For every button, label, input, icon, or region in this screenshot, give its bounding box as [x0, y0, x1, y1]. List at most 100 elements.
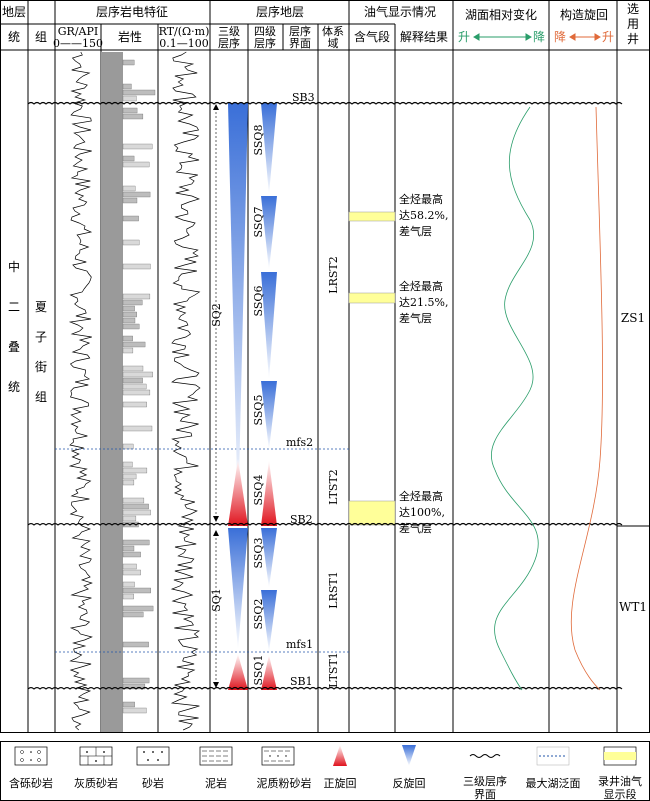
interpretation-3: 全烃最高 达100%, 差气层: [399, 489, 445, 535]
lithology-bed: [122, 707, 147, 714]
header-tect-fall: 降: [554, 30, 566, 44]
lithology-bed: [122, 293, 151, 300]
svg-text:最大湖泛面: 最大湖泛面: [526, 776, 581, 790]
header-well-3: 井: [627, 32, 639, 46]
header-log-char: 层序岩电特征: [96, 4, 168, 19]
sq2-lower-red-triangle: [228, 459, 248, 526]
header-rt-label: RT/(Ω·m): [159, 25, 210, 38]
lithology-bed: [122, 497, 145, 504]
series-label: 中 二 叠 统: [8, 259, 20, 394]
header-gr-range: 0——150: [53, 37, 103, 50]
svg-text:子: 子: [35, 330, 47, 344]
lithology-bed: [122, 425, 153, 432]
lithology-bed: [122, 143, 153, 150]
lithology-bed: [122, 377, 143, 384]
svg-text:含砾砂岩: 含砾砂岩: [9, 776, 53, 790]
rt-log-curve: [170, 51, 201, 731]
ssq4-label: SSQ4: [252, 475, 265, 506]
sb2-label: SB2: [290, 513, 313, 526]
lithology-bed: [122, 335, 133, 342]
header-lithology: 岩性: [118, 29, 142, 44]
lithology-bed: [122, 479, 135, 486]
sq1-blue-triangle: [228, 528, 248, 650]
lithology-bed: [122, 155, 135, 162]
svg-text:三级层序: 三级层序: [463, 774, 507, 788]
lake-level-curve: [490, 106, 539, 691]
svg-text:夏: 夏: [35, 300, 47, 314]
lithology-bed: [122, 587, 151, 594]
sq2-upper-blue-triangle: [228, 103, 248, 520]
svg-text:街: 街: [35, 360, 47, 374]
mfs1-label: mfs1: [286, 638, 313, 651]
lithology-bed: [122, 113, 144, 120]
header-well-1: 选: [627, 2, 639, 16]
svg-text:全烃最高: 全烃最高: [399, 192, 443, 206]
lithology-bed: [122, 389, 151, 396]
lithology-bed: [122, 569, 141, 576]
lithology-bed: [122, 95, 137, 102]
svg-text:中: 中: [8, 259, 20, 274]
lrst1-label: LRST1: [327, 571, 340, 608]
lithology-bed: [122, 515, 137, 522]
ltst1-label: LTST1: [327, 652, 340, 688]
tectonic-curve: [570, 106, 603, 691]
header-systems-tract-1: 体系: [322, 24, 344, 38]
svg-text:泥岩: 泥岩: [205, 776, 227, 790]
lithology-bed: [122, 311, 137, 318]
lithology-bed: [122, 401, 147, 408]
svg-text:组: 组: [35, 390, 47, 404]
ssq2-label: SSQ2: [252, 599, 265, 630]
header-third-order-1: 三级: [218, 25, 240, 38]
tectonic-arrow: [569, 33, 601, 41]
lithology-bed: [122, 605, 154, 612]
svg-text:泥质粉砂岩: 泥质粉砂岩: [257, 776, 312, 790]
lithology-bed: [122, 59, 135, 66]
fourth-order-triangles: [261, 103, 277, 690]
header-seq-boundary-2: 界面: [289, 37, 311, 50]
lithology-bed: [122, 89, 156, 96]
sq-arrowheads: [213, 104, 219, 688]
svg-text:达21.5%,: 达21.5%,: [399, 296, 448, 309]
lithology-bed: [122, 443, 134, 450]
header-interpretation: 解释结果: [400, 30, 448, 44]
svg-text:差气层: 差气层: [399, 224, 432, 238]
svg-text:正旋回: 正旋回: [324, 776, 357, 790]
legend-mudstone: 泥岩: [199, 746, 233, 790]
lithology-bed: [122, 239, 140, 246]
header-well-2: 用: [627, 17, 639, 31]
header-third-order-2: 层序: [218, 36, 240, 50]
svg-text:统: 统: [8, 380, 20, 394]
legend-positive-cycle: 正旋回: [324, 745, 357, 790]
lithology-bed: [122, 677, 150, 684]
lithology-bed: [122, 197, 138, 204]
svg-text:差气层: 差气层: [399, 311, 432, 325]
header-gas-interval: 含气段: [354, 29, 390, 44]
svg-text:二: 二: [8, 300, 20, 314]
legend-third-order-boundary: 三级层序 界面: [463, 754, 507, 801]
header-strata: 地层: [2, 5, 26, 19]
lithology-bed: [122, 107, 138, 114]
table-frame: [0, 0, 650, 733]
sb1-label: SB1: [290, 675, 313, 688]
legend-calcareous-sandstone: 灰质砂岩: [74, 746, 118, 790]
header-seq-strata: 层序地层: [256, 4, 304, 19]
ssq8-label: SSQ8: [252, 125, 265, 156]
lithology-bed: [122, 341, 146, 348]
header-lake-fall: 降: [533, 30, 545, 44]
lithology-bed: [122, 563, 137, 570]
sq1-label: SQ1: [210, 588, 223, 612]
table-header: 地层 统 组 层序岩电特征 GR/API 0——150 岩性 RT/(Ω·m) …: [2, 2, 639, 50]
legend-pebbly-sandstone: 含砾砂岩: [9, 746, 53, 790]
header-tect-rise: 升: [602, 30, 614, 44]
mfs-lines: [55, 448, 349, 653]
well-zs1: ZS1: [621, 311, 645, 325]
svg-text:砂岩: 砂岩: [142, 776, 164, 790]
header-lake-level: 湖面相对变化: [465, 7, 537, 22]
lithology-bed: [122, 317, 136, 324]
lithology-bed: [122, 539, 150, 546]
legend-argillaceous-siltstone: 泥质粉砂岩: [257, 746, 312, 790]
lithology-column: [101, 52, 156, 732]
interpretation-1: 全烃最高 达58.2%, 差气层: [399, 192, 448, 238]
sq2-label: SQ2: [210, 303, 223, 327]
lithology-bed: [122, 161, 150, 168]
